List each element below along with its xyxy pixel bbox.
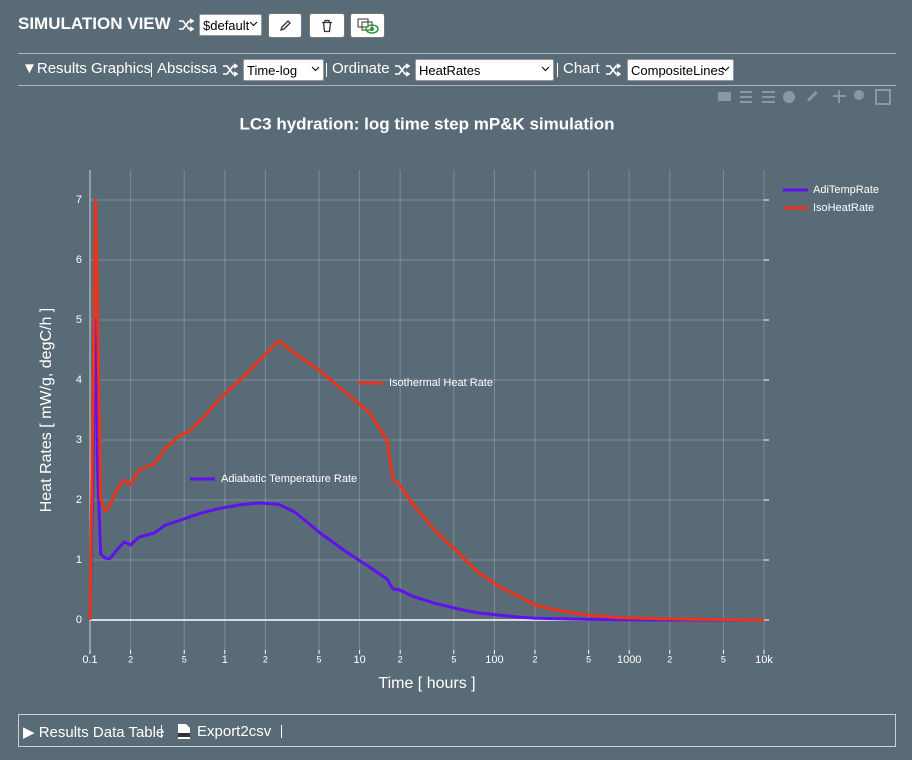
legend-label: AdiTempRate	[813, 184, 879, 196]
separator	[151, 63, 152, 77]
y-tick-label: 7	[76, 194, 82, 206]
legend-label: IsoHeatRate	[813, 202, 874, 214]
shuffle-icon	[395, 63, 410, 77]
x-tick-label: 2	[398, 654, 403, 664]
compare-icon[interactable]	[740, 91, 752, 93]
chart-title: LC3 hydration: log time step mP&K simula…	[240, 114, 615, 133]
data-table-label: Results Data Table	[38, 724, 165, 741]
delete-button[interactable]	[309, 13, 345, 38]
y-tick-label: 0	[76, 614, 82, 626]
annotation: Adiabatic Temperature Rate	[221, 473, 357, 485]
y-tick-label: 2	[76, 494, 82, 506]
x-tick-label: 10k	[755, 654, 773, 666]
data-table-toggle[interactable]: ▶ Results Data Table	[23, 724, 165, 741]
export-button[interactable]: Export2csv	[197, 723, 272, 740]
annotation: Isothermal Heat Rate	[389, 377, 493, 389]
chart-label: Chart	[563, 60, 600, 77]
separator	[557, 63, 558, 77]
grid	[89, 170, 765, 650]
divider	[18, 53, 896, 54]
camera-icon[interactable]	[718, 92, 731, 101]
x-tick-label: 2	[263, 654, 268, 664]
contrast-icon[interactable]	[783, 91, 795, 103]
y-axis-label: Heat Rates [ mW/g, degC/h ]	[38, 308, 55, 513]
ordinate-label: Ordinate	[332, 60, 390, 77]
abscissa-value: Time-log	[247, 63, 298, 78]
x-tick-label: 10	[353, 654, 365, 666]
view-button[interactable]	[350, 13, 385, 38]
view-value: $default	[203, 18, 250, 33]
y-tick-label: 5	[76, 314, 82, 326]
chart: LC3 hydration: log time step mP&K simula…	[38, 89, 891, 692]
x-axis-label: Time [ hours ]	[378, 675, 475, 692]
separator	[161, 725, 162, 738]
section-label: Results Graphics	[36, 60, 152, 77]
view-select[interactable]: $default	[199, 14, 262, 36]
y-tick-label: 6	[76, 254, 82, 266]
graphics-toggle[interactable]: ▼Results Graphics	[22, 60, 152, 77]
y-tick-label: 4	[76, 374, 82, 386]
modebar	[718, 89, 891, 105]
x-tick-label: 5	[586, 654, 591, 664]
x-tick-label: 2	[667, 654, 672, 664]
csv-icon	[178, 724, 190, 739]
chart-select[interactable]: CompositeLines	[627, 59, 734, 81]
autoscale-icon[interactable]	[875, 89, 891, 105]
shuffle-icon	[179, 18, 194, 32]
footer-bar: ▶ Results Data Table Export2csv	[18, 714, 896, 747]
x-tick-label: 5	[182, 654, 187, 664]
y-tick-label: 1	[76, 554, 82, 566]
x-tick-label: 5	[721, 654, 726, 664]
shuffle-icon	[606, 63, 621, 77]
x-tick-label: 1000	[617, 654, 641, 666]
zoom-icon[interactable]	[854, 90, 864, 100]
divider	[18, 85, 896, 86]
x-tick-label: 100	[485, 654, 503, 666]
series-line	[88, 318, 764, 622]
x-tick-label: 1	[222, 654, 228, 666]
pencil-icon[interactable]	[807, 91, 818, 102]
chart-value: CompositeLines	[631, 63, 725, 78]
shuffle-icon	[223, 63, 238, 77]
x-tick-label: 2	[532, 654, 537, 664]
y-tick-label: 3	[76, 434, 82, 446]
ordinate-value: HeatRates	[419, 63, 481, 78]
x-tick-label: 0.1	[82, 654, 97, 666]
abscissa-label: Abscissa	[157, 60, 218, 77]
series-line	[88, 198, 765, 622]
x-tick-label: 5	[317, 654, 322, 664]
ordinate-select[interactable]: HeatRates	[415, 59, 554, 81]
separator	[326, 63, 327, 77]
x-tick-label: 2	[128, 654, 133, 664]
list-icon[interactable]	[762, 91, 775, 93]
separator	[281, 725, 282, 738]
abscissa-select[interactable]: Time-log	[243, 59, 324, 81]
x-tick-label: 5	[451, 654, 456, 664]
edit-button[interactable]	[268, 13, 302, 38]
page-title: SIMULATION VIEW	[18, 14, 171, 33]
